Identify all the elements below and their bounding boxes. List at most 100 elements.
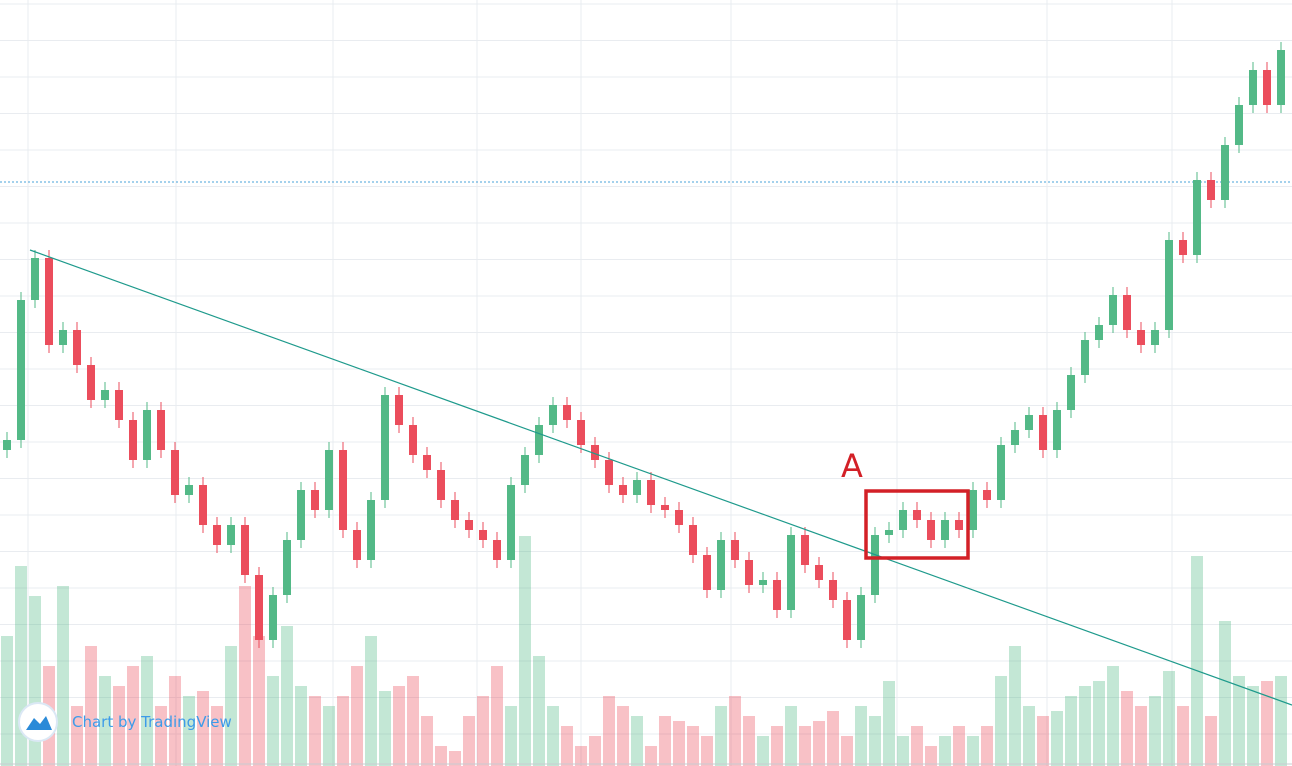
volume-bar [295, 686, 307, 766]
volume-bar [351, 666, 363, 766]
volume-bar [57, 586, 69, 766]
candle-body [1039, 415, 1047, 450]
candle-body [787, 535, 795, 610]
volume-bar [141, 656, 153, 766]
candle-body [157, 410, 165, 450]
candle-body [969, 490, 977, 530]
candle-body [1123, 295, 1131, 330]
volume-layer [1, 536, 1287, 766]
candle-body [1151, 330, 1159, 345]
candle-body [409, 425, 417, 455]
volume-bar [1093, 681, 1105, 766]
volume-bar [267, 676, 279, 766]
volume-bar [785, 706, 797, 766]
candle-body [1179, 240, 1187, 255]
volume-bar [589, 736, 601, 766]
volume-bar [687, 726, 699, 766]
volume-bar [673, 721, 685, 766]
volume-bar [617, 706, 629, 766]
volume-bar [729, 696, 741, 766]
volume-bar [827, 711, 839, 766]
candle-body [983, 490, 991, 500]
volume-bar [323, 706, 335, 766]
volume-bar [449, 751, 461, 766]
candle-body [101, 390, 109, 400]
volume-bar [477, 696, 489, 766]
candle-body [955, 520, 963, 530]
volume-bar [981, 726, 993, 766]
volume-bar [743, 716, 755, 766]
volume-bar [855, 706, 867, 766]
candle-body [647, 480, 655, 505]
volume-bar [995, 676, 1007, 766]
candle-body [283, 540, 291, 595]
candle-body [423, 455, 431, 470]
candle-body [1011, 430, 1019, 445]
volume-bar [1037, 716, 1049, 766]
volume-bar [407, 676, 419, 766]
volume-bar [757, 736, 769, 766]
candle-body [1263, 70, 1271, 105]
volume-bar [281, 626, 293, 766]
candle-body [899, 510, 907, 530]
candle-body [73, 330, 81, 365]
volume-bar [547, 706, 559, 766]
volume-bar [1247, 686, 1259, 766]
volume-bar [435, 746, 447, 766]
candle-body [549, 405, 557, 425]
volume-bar [561, 726, 573, 766]
candle-body [829, 580, 837, 600]
candle-body [1025, 415, 1033, 430]
candle-body [521, 455, 529, 485]
volume-bar [379, 691, 391, 766]
candle-body [395, 395, 403, 425]
volume-bar [939, 736, 951, 766]
volume-bar [967, 736, 979, 766]
candle-body [1053, 410, 1061, 450]
candle-body [185, 485, 193, 495]
candle-body [199, 485, 207, 525]
volume-bar [799, 726, 811, 766]
candle-body [661, 505, 669, 510]
volume-bar [645, 746, 657, 766]
candle-body [1137, 330, 1145, 345]
volume-bar [99, 676, 111, 766]
candle-body [913, 510, 921, 520]
highlight-box [864, 489, 970, 560]
candle-body [885, 530, 893, 535]
volume-bar [631, 716, 643, 766]
candle-body [1221, 145, 1229, 200]
logo-icon [26, 716, 52, 730]
candle-body [941, 520, 949, 540]
candle-body [563, 405, 571, 420]
candle-body [801, 535, 809, 565]
volume-bar [337, 696, 349, 766]
candle-body [241, 525, 249, 575]
candle-body [1095, 325, 1103, 340]
candle-body [1165, 240, 1173, 330]
volume-bar [603, 696, 615, 766]
candle-body [773, 580, 781, 610]
candle-body [857, 595, 865, 640]
candle-body [311, 490, 319, 510]
volume-bar [1023, 706, 1035, 766]
volume-bar [211, 706, 223, 766]
volume-bar [841, 736, 853, 766]
volume-bar [1121, 691, 1133, 766]
volume-bar [127, 666, 139, 766]
volume-bar [239, 586, 251, 766]
volume-bar [365, 636, 377, 766]
volume-bar [869, 716, 881, 766]
candle-body [1207, 180, 1215, 200]
volume-bar [1051, 711, 1063, 766]
candle-body [745, 560, 753, 585]
volume-bar [813, 721, 825, 766]
volume-bar [491, 666, 503, 766]
candle-body [227, 525, 235, 545]
volume-bar [197, 691, 209, 766]
volume-bar [533, 656, 545, 766]
candle-body [871, 535, 879, 595]
candle-body [465, 520, 473, 530]
